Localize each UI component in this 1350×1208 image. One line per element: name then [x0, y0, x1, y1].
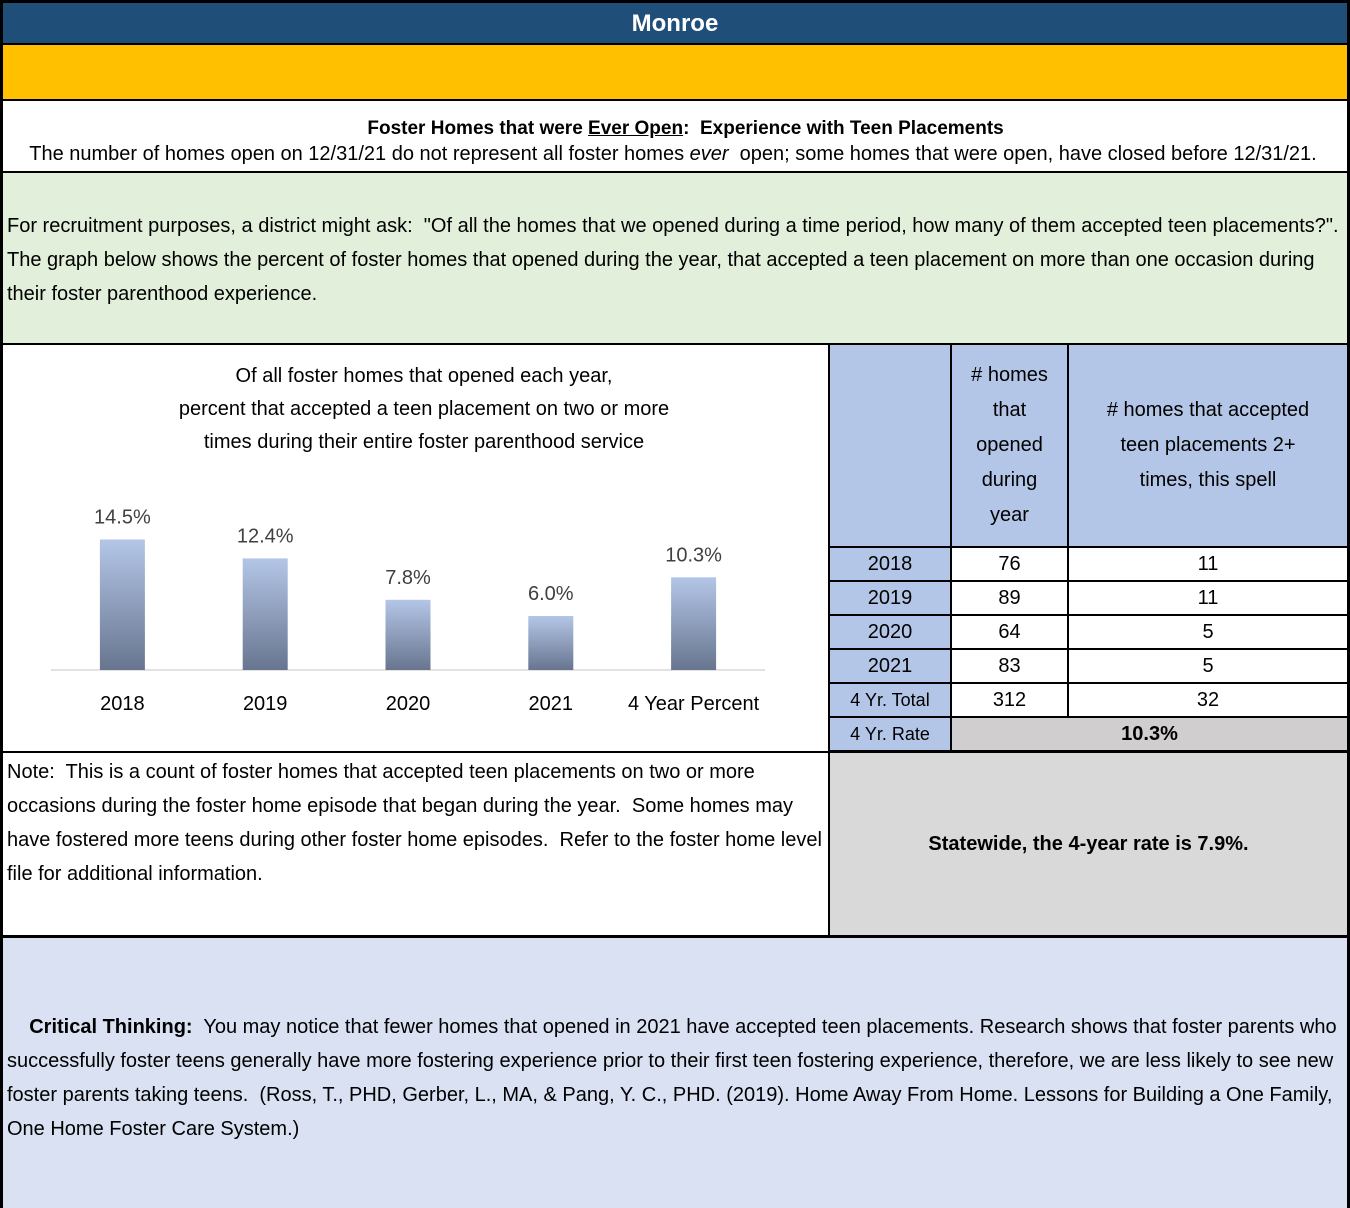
- bar: [385, 599, 431, 670]
- bar: [242, 558, 288, 670]
- table-cell: 11: [1067, 580, 1347, 616]
- critical-label: Critical Thinking:: [29, 1016, 193, 1038]
- row-label: 4 Yr. Total: [828, 682, 952, 718]
- intro-text: The number of homes open on 12/31/21 do …: [29, 143, 690, 165]
- header-cell: # homes that opened during year: [950, 345, 1069, 548]
- x-tick-label: 2021: [529, 693, 574, 715]
- rate-label: 4 Yr. Rate: [828, 716, 952, 752]
- subtitle: Foster Homes that were: [367, 118, 589, 139]
- data-label: 6.0%: [528, 583, 574, 605]
- chart: Of all foster homes that opened each yea…: [51, 365, 765, 715]
- table-row: 2020 64 5: [828, 614, 1347, 650]
- bar: [671, 577, 717, 670]
- subtitle-emphasis: Ever Open: [588, 118, 684, 139]
- data-label: 14.5%: [94, 507, 151, 529]
- intro: The number of homes open on 12/31/21 do …: [3, 101, 1347, 173]
- data-label: 7.8%: [385, 567, 431, 589]
- table-cell: 5: [1067, 648, 1347, 684]
- critical-thinking: Critical Thinking: You may notice that f…: [3, 935, 1347, 1208]
- table-panel: # homes that opened during year # homes t…: [828, 345, 1347, 753]
- table-cell: 11: [1067, 546, 1347, 582]
- chart-title: Of all foster homes that opened each yea…: [236, 365, 613, 387]
- subtitle: : Experience with Teen Placements: [683, 118, 1004, 139]
- note: Note: This is a count of foster homes th…: [3, 751, 828, 935]
- critical-text: You may notice that fewer homes that ope…: [7, 1016, 1343, 1140]
- table-cell: 5: [1067, 614, 1347, 650]
- row-label: 2021: [828, 648, 952, 684]
- x-tick-label: 2018: [100, 693, 145, 715]
- x-tick-label: 2020: [386, 693, 431, 715]
- table-cell: 76: [950, 546, 1069, 582]
- header-cell: [828, 345, 952, 548]
- title: Monroe: [631, 10, 719, 37]
- table-cell: 64: [950, 614, 1069, 650]
- title-bar: Monroe: [3, 3, 1347, 45]
- table: # homes that opened during year # homes t…: [828, 345, 1347, 752]
- context: For recruitment purposes, a district mig…: [3, 173, 1347, 345]
- data-label: 10.3%: [665, 544, 722, 566]
- table-row: 2019 89 11: [828, 580, 1347, 616]
- data-label: 12.4%: [237, 525, 294, 547]
- bar: [528, 616, 574, 670]
- intro-italic: ever: [689, 143, 729, 165]
- row-label: 2018: [828, 546, 952, 582]
- chart-title: percent that accepted a teen placement o…: [179, 398, 669, 420]
- table-row: 2018 76 11: [828, 546, 1347, 582]
- intro-text: open; some homes that were open, have cl…: [728, 143, 1317, 165]
- statewide: Statewide, the 4-year rate is 7.9%.: [828, 751, 1347, 935]
- row-label: 2019: [828, 580, 952, 616]
- table-row: 4 Yr. Total 312 32: [828, 682, 1347, 718]
- table-row: 2021 83 5: [828, 648, 1347, 684]
- table-cell: 83: [950, 648, 1069, 684]
- row-label: 2020: [828, 614, 952, 650]
- table-cell: 32: [1067, 682, 1347, 718]
- subtitle-bar: Foster Homes that were Ever Open: Experi…: [3, 45, 1347, 139]
- chart-title: times during their entire foster parenth…: [204, 431, 644, 453]
- table-cell: 312: [950, 682, 1069, 718]
- statewide-text: Statewide, the 4-year rate is 7.9%.: [928, 832, 1249, 855]
- x-tick-label: 4 Year Percent: [628, 693, 760, 715]
- bar: [99, 539, 145, 670]
- header-cell: # homes that accepted teen placements 2+…: [1067, 345, 1347, 548]
- table-cell: 89: [950, 580, 1069, 616]
- x-tick-label: 2019: [243, 693, 288, 715]
- rate-value: 10.3%: [950, 716, 1347, 752]
